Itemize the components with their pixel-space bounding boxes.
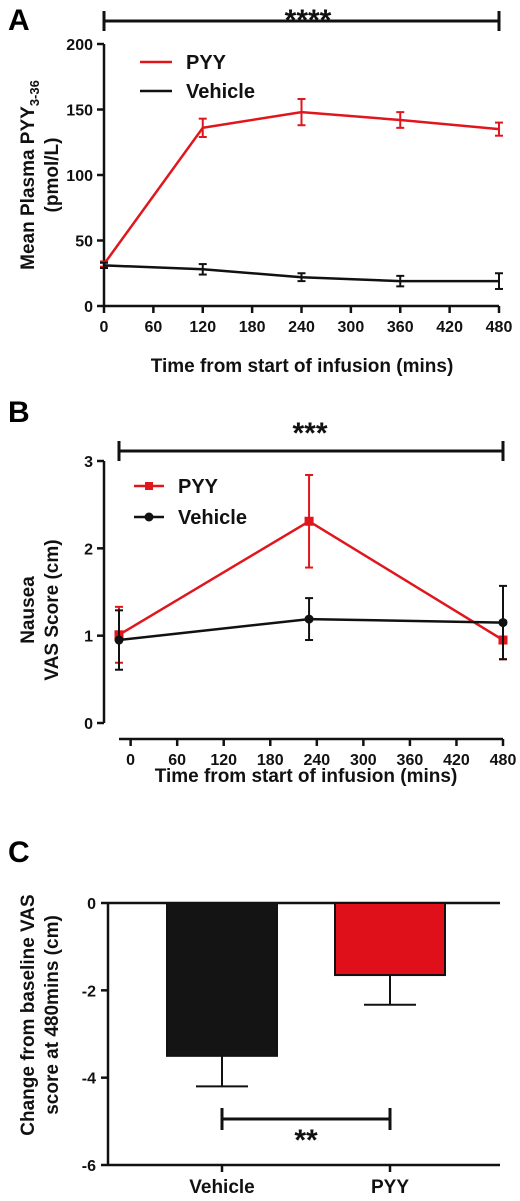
panel-a-axes: 0 50 100 150 200 0 60 120 180 240 300 360 420 480 <box>66 37 512 336</box>
panel-a-y-tick-label-0: 0 <box>84 299 93 316</box>
panel-a-x-tick-label-0: 0 <box>100 319 109 336</box>
panel-c-y-axis-title-line1: Change from baseline VAS <box>18 894 39 1135</box>
panel-b-letter: B <box>8 396 30 429</box>
panel-a-y-tick-label-200: 200 <box>66 37 93 54</box>
panel-b-x-tick-label-120: 120 <box>210 752 237 769</box>
panel-a-y-axis-title-line2: (pmol/L) <box>42 138 63 213</box>
panel-b-x-tick-label-360: 360 <box>397 752 424 769</box>
panel-a-y-axis-title-line1: Mean Plasma PYY3-36 <box>18 80 42 270</box>
panel-b-x-tick-label-300: 300 <box>350 752 377 769</box>
panel-b-x-axis-title: Time from start of infusion (mins) <box>155 766 458 787</box>
panel-b-x-tick-label-60: 60 <box>168 752 186 769</box>
panel-c-y-tick-label--6: -6 <box>82 1158 96 1175</box>
panel-a-y-tick-label-100: 100 <box>66 168 93 185</box>
panel-c-y-tick-label--2: -2 <box>82 983 96 1000</box>
panel-a-x-tick-label-360: 360 <box>387 319 414 336</box>
panel-a-letter: A <box>8 4 30 37</box>
panel-a-series-pyy-line <box>102 110 500 265</box>
panel-b-series-vehicle-point-0 <box>114 635 124 645</box>
panel-b-series-vehicle-point-1 <box>304 614 314 624</box>
panel-a-x-tick-label-480: 480 <box>486 319 513 336</box>
panel-b-y-tick-label-2: 2 <box>84 541 93 558</box>
panel-c-plot <box>166 902 446 1088</box>
panel-b-y-tick-label-0: 0 <box>84 716 93 733</box>
panel-b-y-axis-title-line1: Nausea <box>18 576 39 644</box>
panel-c-bar-pyy <box>334 902 446 977</box>
panel-c: C 0 -2 -4 -6 Vehicle PYY ** Change from basel… <box>8 836 500 1198</box>
panel-b: B *** 0 1 2 3 0 60 120 180 240 300 360 420 480 PYY V… <box>8 396 516 787</box>
panel-a-y-tick-label-50: 50 <box>75 234 93 251</box>
panel-b-axes: 0 1 2 3 0 60 120 180 240 300 360 420 480 <box>84 454 516 769</box>
panel-b-significance-bracket <box>117 441 505 461</box>
panel-a-x-tick-label-120: 120 <box>189 319 216 336</box>
panel-b-x-tick-label-0: 0 <box>126 752 135 769</box>
panel-a-x-tick-label-300: 300 <box>338 319 365 336</box>
panel-c-significance-bracket <box>220 1108 392 1130</box>
panel-c-x-tick-label-vehicle: Vehicle <box>189 1177 255 1198</box>
panel-b-x-tick-label-240: 240 <box>303 752 330 769</box>
panel-b-y-tick-label-3: 3 <box>84 454 93 471</box>
panel-a-x-tick-label-60: 60 <box>144 319 162 336</box>
panel-a-significance-label: **** <box>285 4 332 37</box>
legend-label-pyy-b: PYY <box>178 476 219 498</box>
panel-c-y-axis-title-line2: score at 480mins (cm) <box>42 915 63 1115</box>
panel-a-plot <box>100 98 503 290</box>
panel-c-y-tick-label-0: 0 <box>87 896 96 913</box>
panel-b-plot <box>114 473 508 671</box>
panel-c-letter: C <box>8 836 30 869</box>
legend-marker-vehicle-b <box>144 512 154 522</box>
panel-c-y-tick-label--4: -4 <box>82 1071 96 1088</box>
panel-b-y-tick-label-1: 1 <box>84 629 93 646</box>
legend-label-vehicle-b: Vehicle <box>178 507 247 529</box>
panel-c-bar-vehicle <box>166 902 278 1057</box>
panel-c-x-tick-label-pyy: PYY <box>371 1177 409 1198</box>
legend-marker-pyy-b <box>145 482 153 490</box>
panel-c-significance-label: ** <box>294 1124 318 1157</box>
panel-a-x-tick-label-240: 240 <box>288 319 315 336</box>
panel-a-legend: PYY Vehicle <box>140 52 255 103</box>
panel-a-y-tick-label-150: 150 <box>66 103 93 120</box>
panel-b-legend: PYY Vehicle <box>134 476 247 529</box>
panel-a: A **** 0 50 100 150 200 0 60 120 180 240 300 360 420… <box>8 4 512 377</box>
panel-b-series-pyy-point-1 <box>304 516 314 526</box>
panel-b-x-tick-label-420: 420 <box>443 752 470 769</box>
panel-a-x-tick-label-180: 180 <box>239 319 266 336</box>
panel-a-x-axis-title: Time from start of infusion (mins) <box>151 356 454 377</box>
legend-label-vehicle: Vehicle <box>186 81 255 103</box>
legend-label-pyy: PYY <box>186 52 227 74</box>
panel-b-y-axis-title-line2: VAS Score (cm) <box>42 539 63 680</box>
panel-b-significance-label: *** <box>292 417 327 450</box>
panel-b-x-tick-label-480: 480 <box>490 752 517 769</box>
panel-a-significance-bracket <box>102 11 501 31</box>
panel-b-x-tick-label-180: 180 <box>257 752 284 769</box>
panel-b-series-vehicle-point-2 <box>498 618 508 628</box>
panel-a-x-tick-label-420: 420 <box>436 319 463 336</box>
